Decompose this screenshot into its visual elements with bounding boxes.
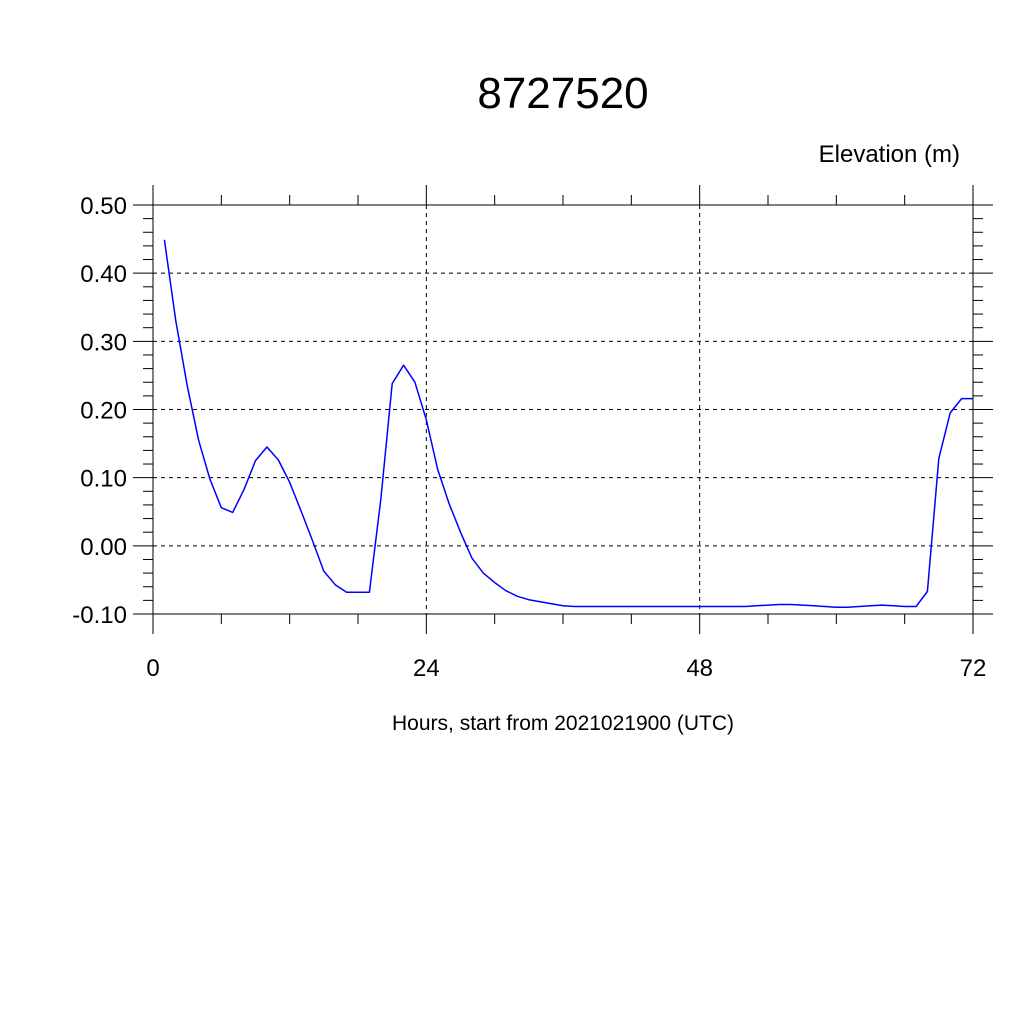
plot-frame [152, 204, 974, 615]
y-tick-label: 0.50 [80, 193, 127, 220]
x-tick-label: 48 [686, 655, 713, 682]
series-line [163, 239, 973, 608]
chart-title: 8727520 [477, 69, 648, 118]
y-tick-label: 0.20 [80, 398, 127, 425]
y-tick-label: 0.00 [80, 534, 127, 561]
x-tick-label: 72 [960, 655, 987, 682]
y-tick-label: -0.10 [72, 602, 127, 629]
series-layer [163, 239, 973, 608]
x-tick-label: 24 [413, 655, 440, 682]
tick-labels: 0.50 0.40 0.30 0.20 0.10 0.00 -0.10 0 24 48 72 [72, 193, 986, 682]
y-tick-label: 0.30 [80, 329, 127, 356]
y-tick-label: 0.10 [80, 466, 127, 493]
x-axis-label: Hours, start from 2021021900 (UTC) [392, 712, 734, 735]
y-axis-label: Elevation (m) [819, 141, 960, 168]
x-tick-label: 0 [146, 655, 159, 682]
ticks [133, 185, 993, 634]
y-tick-label: 0.40 [80, 261, 127, 288]
